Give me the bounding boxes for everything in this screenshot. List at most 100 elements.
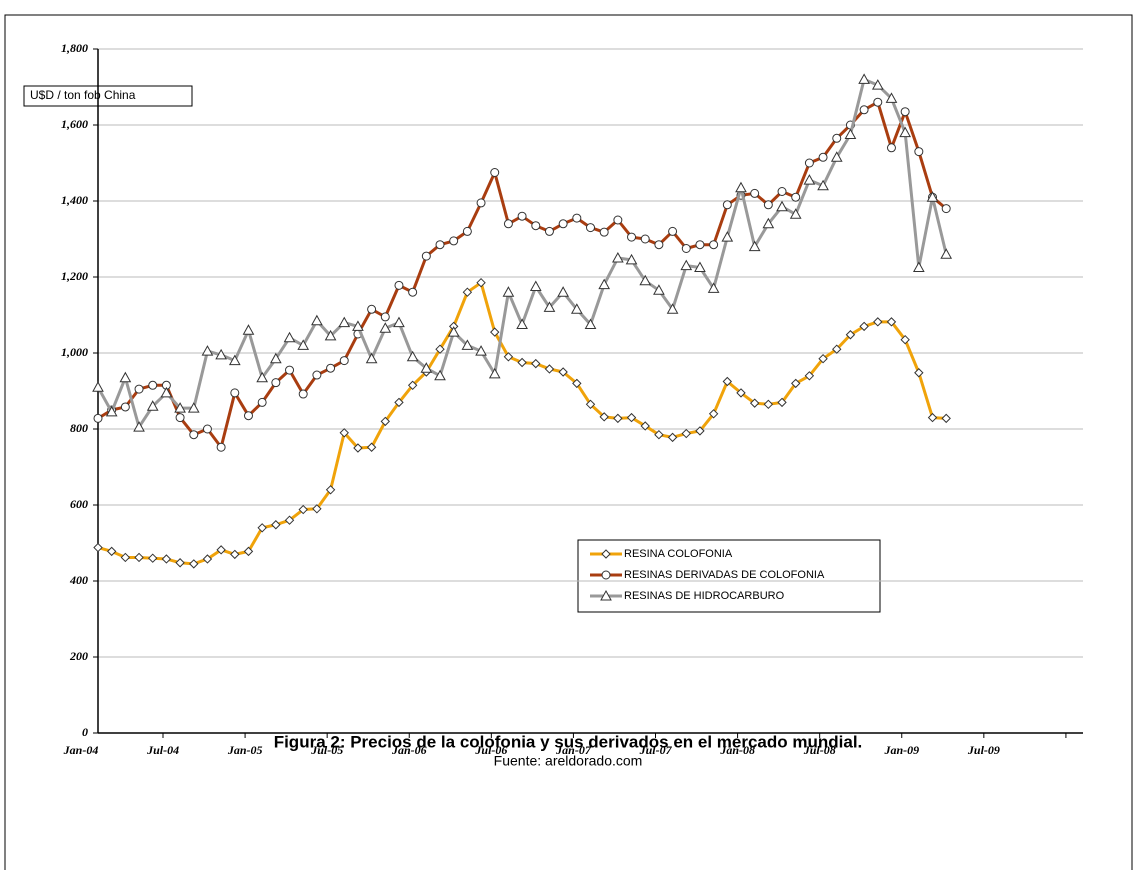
- point: [654, 429, 664, 440]
- point: [776, 200, 788, 212]
- legend-label: RESINA COLOFONIA: [624, 548, 733, 560]
- point: [420, 362, 433, 373]
- point: [242, 324, 255, 335]
- point: [613, 215, 623, 225]
- point: [859, 105, 869, 115]
- x-tick-label: Jul-05: [310, 743, 343, 757]
- point: [120, 402, 130, 412]
- point: [120, 552, 131, 563]
- point: [243, 546, 254, 557]
- point: [311, 314, 323, 326]
- point: [639, 274, 652, 286]
- point: [871, 79, 884, 90]
- point: [914, 368, 924, 378]
- point: [105, 405, 118, 417]
- point: [749, 398, 760, 408]
- point: [435, 344, 445, 354]
- point: [161, 554, 172, 564]
- point: [832, 133, 842, 143]
- point: [941, 413, 951, 424]
- point: [394, 280, 404, 290]
- legend: [577, 539, 881, 613]
- point: [160, 386, 173, 398]
- point: [269, 352, 282, 364]
- point: [503, 352, 514, 362]
- point: [298, 389, 308, 399]
- unit-box: [23, 85, 193, 107]
- point: [789, 208, 802, 219]
- point: [366, 442, 377, 452]
- point: [558, 219, 568, 229]
- point: [599, 227, 609, 237]
- point: [680, 259, 693, 271]
- y-tick-label: 200: [69, 649, 88, 663]
- point: [462, 287, 473, 297]
- point: [667, 432, 678, 443]
- point: [832, 344, 842, 354]
- y-unit-label: U$D / ton fob China: [30, 88, 136, 102]
- point: [488, 367, 501, 379]
- point: [352, 320, 364, 331]
- x-tick-label: Jul-09: [967, 743, 1000, 757]
- point: [544, 364, 555, 374]
- point: [653, 284, 665, 295]
- point: [681, 428, 691, 439]
- point: [393, 316, 405, 328]
- point: [257, 523, 267, 533]
- point: [134, 384, 144, 394]
- point: [695, 426, 705, 436]
- point: [175, 558, 185, 568]
- point: [654, 240, 664, 250]
- point: [502, 286, 515, 297]
- point: [817, 179, 829, 191]
- point: [763, 399, 774, 410]
- caption: Figura 2: Precios de la colofonia y sus …: [274, 732, 863, 751]
- point: [845, 330, 856, 340]
- point: [886, 317, 897, 327]
- point: [557, 286, 569, 297]
- point: [394, 397, 404, 408]
- point: [175, 413, 185, 423]
- y-tick-label: 1,600: [61, 117, 88, 131]
- point: [529, 280, 542, 291]
- point: [406, 350, 419, 362]
- point: [516, 318, 528, 329]
- point: [707, 282, 720, 293]
- point: [625, 253, 638, 265]
- x-tick-label: Jan-06: [391, 743, 427, 757]
- point: [338, 316, 351, 328]
- x-tick-label: Jul-04: [146, 743, 179, 757]
- point: [283, 331, 296, 343]
- point: [750, 188, 760, 198]
- point: [762, 217, 775, 229]
- point: [216, 442, 226, 452]
- x-tick-label: Jul-06: [474, 743, 507, 757]
- point: [600, 589, 612, 601]
- x-tick-label: Jan-05: [227, 743, 263, 757]
- point: [367, 304, 377, 314]
- point: [324, 329, 337, 341]
- point: [517, 211, 527, 221]
- point: [585, 399, 596, 410]
- point: [736, 388, 746, 398]
- point: [694, 261, 706, 272]
- point: [408, 287, 418, 297]
- point: [325, 485, 336, 495]
- point: [613, 413, 623, 424]
- point: [216, 545, 226, 555]
- point: [202, 424, 212, 434]
- point: [476, 198, 486, 208]
- point: [93, 542, 103, 553]
- point: [257, 397, 267, 407]
- y-tick-label: 1,400: [61, 193, 88, 207]
- point: [326, 363, 336, 373]
- point: [818, 353, 828, 364]
- point: [230, 549, 240, 560]
- point: [215, 348, 227, 360]
- point: [777, 397, 787, 408]
- point: [517, 357, 527, 368]
- y-tick-label: 600: [70, 497, 88, 511]
- point: [476, 277, 486, 288]
- y-tick-label: 400: [69, 573, 88, 587]
